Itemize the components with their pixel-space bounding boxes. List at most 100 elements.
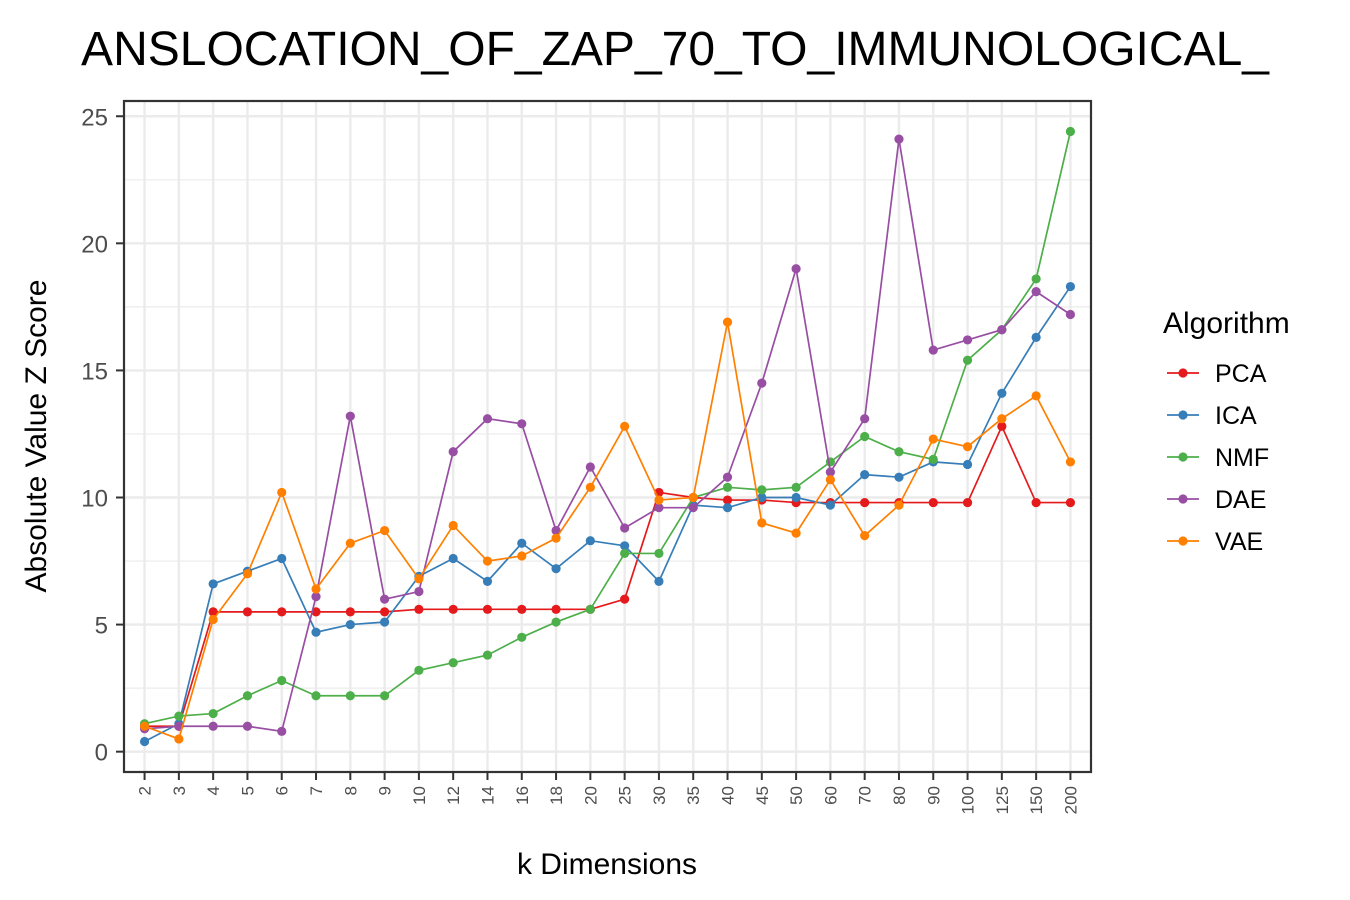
point-pca bbox=[311, 607, 321, 617]
point-pca bbox=[928, 497, 938, 508]
point-ica bbox=[757, 492, 767, 503]
point-pca bbox=[860, 497, 870, 508]
point-nmf bbox=[1031, 274, 1041, 284]
series-line-vae bbox=[144, 321, 1072, 741]
point-dae bbox=[722, 472, 733, 482]
point-pca bbox=[448, 604, 458, 614]
point-pca bbox=[620, 594, 630, 604]
x-tick-label: 25 bbox=[616, 786, 635, 805]
point-nmf bbox=[482, 650, 493, 660]
point-vae bbox=[139, 721, 150, 731]
point-pca bbox=[242, 607, 253, 617]
x-tick-label: 8 bbox=[341, 786, 360, 795]
series-line-dae bbox=[144, 138, 1071, 733]
point-nmf bbox=[414, 665, 424, 675]
legend-title: Algorithm bbox=[1163, 307, 1290, 340]
series-nmf bbox=[139, 126, 1076, 729]
series-ica bbox=[139, 281, 1076, 747]
x-tick-label: 70 bbox=[856, 786, 875, 805]
point-dae bbox=[1065, 309, 1076, 320]
point-dae bbox=[791, 264, 801, 274]
legend-item-pca: PCA bbox=[1167, 360, 1267, 388]
legend: Algorithm PCA ICA NMF DAE VAE bbox=[1163, 307, 1290, 556]
legend-items: PCA ICA NMF DAE VAE bbox=[1167, 360, 1269, 556]
x-tick-label: 40 bbox=[719, 786, 738, 805]
x-tick-label: 18 bbox=[547, 786, 566, 805]
point-nmf bbox=[962, 355, 973, 365]
point-dae bbox=[380, 594, 390, 604]
point-dae bbox=[311, 592, 321, 602]
point-ica bbox=[894, 472, 904, 482]
point-ica bbox=[311, 627, 321, 637]
point-vae bbox=[208, 614, 218, 625]
gridlines bbox=[124, 101, 1091, 772]
legend-label-nmf: NMF bbox=[1215, 444, 1269, 472]
point-vae bbox=[551, 533, 561, 543]
point-pca bbox=[997, 421, 1007, 431]
x-tick-label: 200 bbox=[1061, 786, 1080, 814]
y-tick-label: 20 bbox=[81, 231, 108, 258]
x-tick-label: 150 bbox=[1027, 786, 1046, 814]
point-nmf bbox=[242, 691, 253, 701]
point-vae bbox=[482, 556, 493, 566]
point-vae bbox=[962, 442, 973, 452]
y-tick-label: 15 bbox=[81, 358, 108, 385]
x-tick-label: 16 bbox=[513, 786, 532, 805]
legend-item-ica: ICA bbox=[1167, 402, 1257, 430]
y-tick-label: 10 bbox=[81, 486, 108, 513]
legend-item-nmf: NMF bbox=[1167, 444, 1269, 472]
x-tick-label: 9 bbox=[376, 786, 395, 795]
point-vae bbox=[860, 531, 870, 541]
point-nmf bbox=[894, 447, 904, 457]
point-pca bbox=[277, 607, 287, 617]
legend-key-point-nmf bbox=[1178, 452, 1188, 462]
point-nmf bbox=[551, 617, 561, 627]
x-tick-label: 20 bbox=[581, 786, 600, 805]
x-tick-label: 30 bbox=[650, 786, 669, 805]
point-nmf bbox=[825, 457, 835, 467]
point-nmf bbox=[722, 482, 733, 492]
point-dae bbox=[688, 503, 698, 513]
x-tick-label: 3 bbox=[170, 786, 189, 795]
point-ica bbox=[860, 470, 870, 480]
x-tick-label: 2 bbox=[136, 786, 155, 795]
point-dae bbox=[551, 525, 561, 536]
point-nmf bbox=[174, 711, 184, 721]
point-ica bbox=[620, 541, 630, 551]
point-dae bbox=[620, 523, 630, 533]
legend-label-dae: DAE bbox=[1215, 486, 1266, 514]
point-ica bbox=[517, 538, 527, 548]
legend-key-point-pca bbox=[1178, 368, 1188, 378]
point-pca bbox=[962, 497, 973, 508]
point-ica bbox=[1031, 332, 1041, 342]
point-pca bbox=[208, 607, 218, 617]
y-tick-label: 5 bbox=[95, 613, 108, 640]
point-dae bbox=[894, 134, 904, 144]
x-tick-label: 35 bbox=[684, 786, 703, 805]
point-vae bbox=[414, 574, 424, 584]
point-vae bbox=[1031, 391, 1041, 401]
x-tick-label: 4 bbox=[204, 786, 223, 795]
point-ica bbox=[551, 564, 561, 574]
point-nmf bbox=[448, 658, 458, 668]
point-ica bbox=[208, 579, 218, 589]
point-pca bbox=[722, 495, 733, 505]
point-pca bbox=[380, 607, 390, 617]
legend-key-point-ica bbox=[1178, 410, 1188, 420]
x-tick-label: 7 bbox=[307, 786, 326, 795]
legend-key-point-dae bbox=[1178, 494, 1188, 504]
x-tick-label: 5 bbox=[238, 786, 257, 795]
point-pca bbox=[345, 607, 355, 617]
point-dae bbox=[414, 586, 424, 597]
y-tick-label: 0 bbox=[95, 740, 108, 767]
point-vae bbox=[825, 475, 835, 485]
point-dae bbox=[585, 462, 595, 472]
point-vae bbox=[585, 482, 595, 492]
point-ica bbox=[962, 459, 973, 470]
point-ica bbox=[277, 553, 287, 564]
legend-item-dae: DAE bbox=[1167, 486, 1266, 514]
point-vae bbox=[757, 518, 767, 528]
x-tick-label: 10 bbox=[410, 786, 429, 805]
